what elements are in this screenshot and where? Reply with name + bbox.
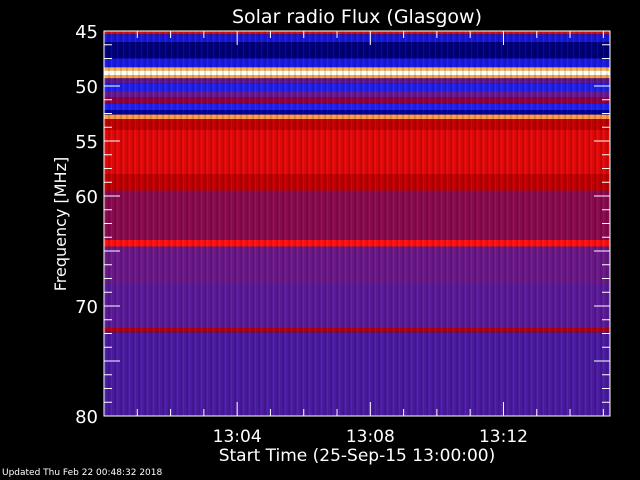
y-tick-label: 50 [75, 77, 98, 98]
y-axis-label: Frequency [MHz] [51, 157, 70, 291]
x-axis-label: Start Time (25-Sep-15 13:00:00) [219, 446, 496, 466]
axis-ticks [104, 30, 610, 417]
noise-texture [104, 31, 610, 416]
tick-labels: 45 50 55 60 70 80 13:04 13:08 13:12 [75, 22, 528, 447]
y-tick-label: 55 [75, 132, 98, 153]
y-tick-label: 45 [75, 22, 98, 43]
y-tick-label: 60 [75, 187, 98, 208]
updated-timestamp: Updated Thu Feb 22 00:48:32 2018 [2, 468, 163, 478]
y-tick-label: 80 [75, 407, 98, 428]
y-tick-label: 70 [75, 297, 98, 318]
x-tick-label: 13:04 [213, 427, 262, 447]
x-tick-label: 13:08 [346, 427, 395, 447]
chart-title: Solar radio Flux (Glasgow) [232, 6, 482, 28]
x-tick-label: 13:12 [479, 427, 528, 447]
